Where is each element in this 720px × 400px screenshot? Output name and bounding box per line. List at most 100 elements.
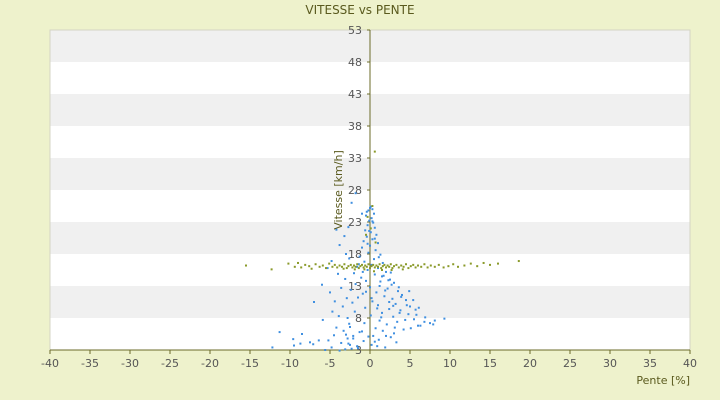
data-point [361,270,364,273]
data-point [321,264,324,267]
data-point [361,330,363,333]
data-point [333,334,335,337]
data-point [385,323,388,326]
x-tick-label: 15 [483,357,497,370]
data-point [356,265,359,268]
x-tick-label: -10 [281,357,299,370]
data-point [373,237,376,240]
data-point [395,263,398,266]
data-point [482,261,485,264]
x-tick-label: -35 [81,357,99,370]
data-point [357,296,359,299]
data-point [372,263,375,266]
data-point [361,292,364,295]
data-point [365,290,367,293]
data-point [379,280,382,283]
data-point [357,347,359,350]
data-point [373,266,376,269]
data-point [371,238,374,241]
y-tick-label: 43 [348,88,362,101]
data-point [356,345,359,348]
data-point [347,226,350,229]
y-tick-label: 8 [355,312,362,325]
data-point [365,210,368,213]
data-point [353,272,355,275]
x-tick-label: 20 [523,357,537,370]
data-point [388,308,391,311]
x-tick-label: 30 [603,357,617,370]
data-point [321,318,324,321]
data-point [393,265,395,268]
x-tick-label: -5 [325,357,336,370]
data-point [362,340,365,343]
data-point [376,307,379,310]
data-point [370,297,373,300]
data-point [402,265,405,268]
data-point [391,297,394,300]
data-point [287,262,290,265]
data-point [351,266,354,269]
x-axis-title: Pente [%] [636,374,690,387]
data-point [405,304,408,307]
data-point [373,273,376,276]
data-point [333,300,336,303]
data-point [367,263,370,266]
data-point [423,320,426,323]
data-point [373,226,376,229]
data-point [374,327,377,330]
data-point [330,260,333,263]
data-point [374,249,377,252]
data-point [389,336,392,339]
data-point [297,261,299,264]
plot-area: -40 -35 -30 -25 -20 -15 -10 -5 0 5 10 15 20 25 30 35 40 3… [41,24,697,370]
data-point [353,310,356,313]
data-point [398,311,401,314]
data-point [432,323,435,326]
data-point [368,219,371,222]
data-point [429,322,431,325]
data-point [369,267,371,270]
data-point [308,265,311,268]
data-point [337,272,339,275]
data-point [293,265,296,268]
data-point [349,343,351,346]
x-tick-label: -30 [121,357,139,370]
data-point [401,293,403,296]
data-point [389,271,392,274]
data-point [309,341,311,344]
data-point [389,263,392,266]
data-point [437,263,440,266]
data-point [414,266,417,269]
data-point [369,314,372,317]
data-point [457,265,459,268]
data-point [404,318,407,321]
data-point [380,267,383,270]
data-point [366,242,369,245]
x-tick-label: 40 [683,357,697,370]
data-point [361,263,363,266]
data-point [423,263,426,266]
data-point [363,268,366,271]
data-point [393,332,395,335]
data-point [424,316,427,319]
data-point [335,326,338,329]
data-point [400,264,403,267]
data-point [413,318,415,321]
data-point [384,289,387,292]
data-point [447,265,450,268]
data-point [343,263,346,266]
data-point [371,208,374,211]
data-point [373,212,375,215]
data-point [270,268,273,271]
data-point [372,221,375,224]
data-point [417,306,420,309]
data-point [343,235,346,238]
data-point [497,262,499,265]
data-point [293,344,295,347]
data-point [326,267,329,270]
data-point [371,300,374,303]
data-point [350,347,353,350]
data-point [356,263,359,266]
y-tick-label: 33 [348,152,362,165]
data-point [399,309,402,312]
